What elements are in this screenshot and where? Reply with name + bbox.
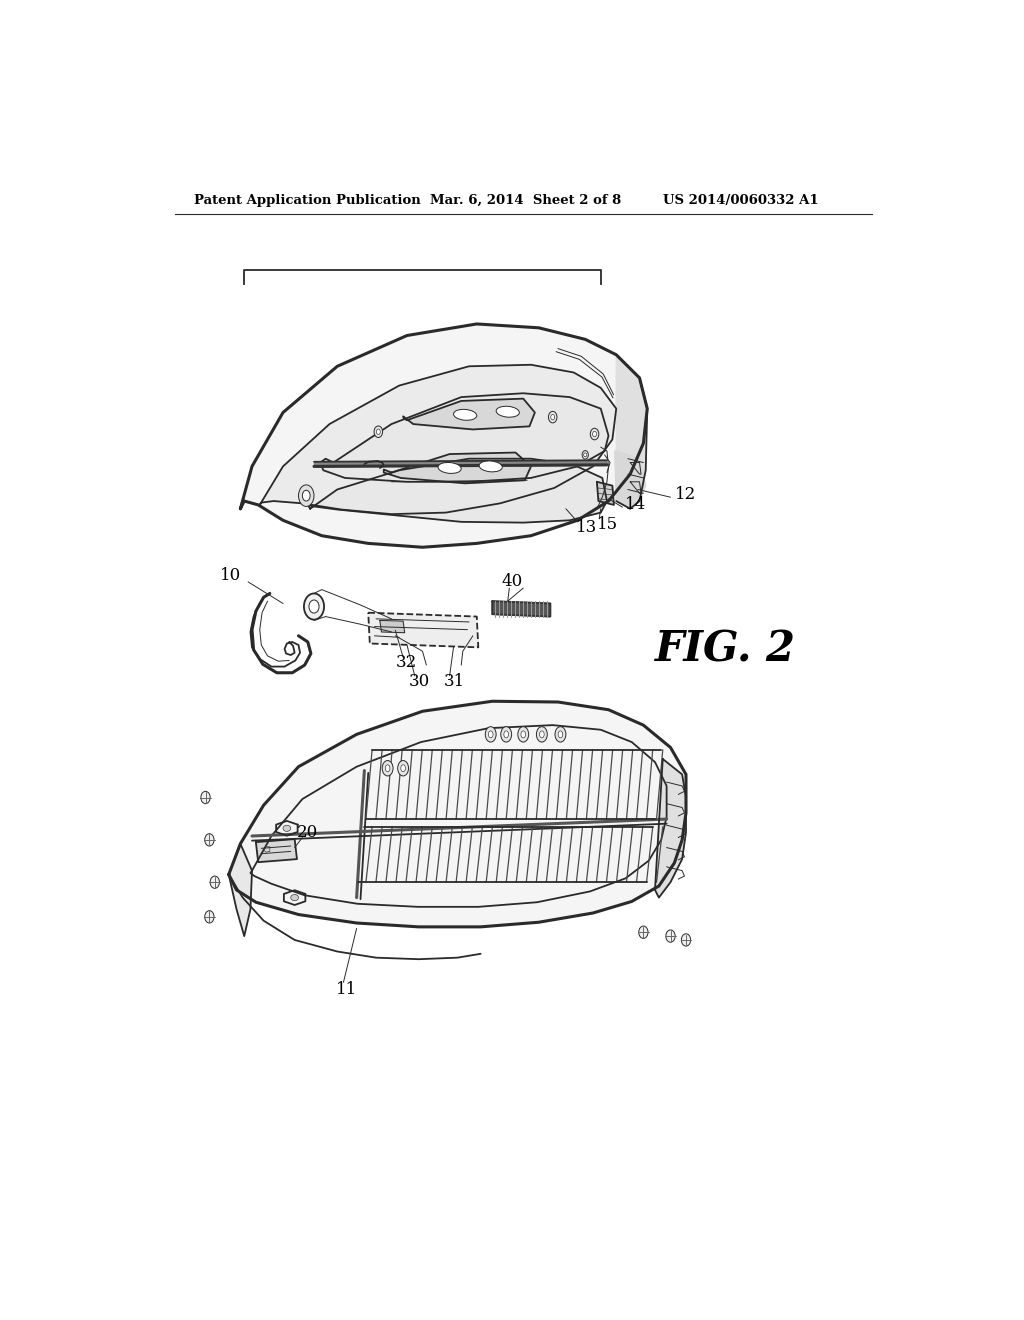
Text: 12: 12 [675, 486, 696, 503]
Text: 20: 20 [297, 824, 318, 841]
Polygon shape [614, 451, 646, 508]
Polygon shape [493, 601, 550, 616]
Text: 32: 32 [395, 655, 417, 672]
Ellipse shape [385, 764, 390, 772]
Ellipse shape [537, 726, 547, 742]
Polygon shape [256, 840, 297, 862]
Text: FIG. 2: FIG. 2 [655, 628, 796, 671]
Polygon shape [597, 482, 614, 506]
Ellipse shape [283, 825, 291, 832]
Text: 40: 40 [502, 573, 523, 590]
Ellipse shape [558, 731, 563, 738]
Ellipse shape [497, 407, 519, 417]
Ellipse shape [639, 927, 648, 939]
Ellipse shape [438, 462, 461, 474]
Ellipse shape [377, 429, 380, 434]
Ellipse shape [593, 432, 597, 437]
Polygon shape [260, 364, 616, 515]
Ellipse shape [666, 929, 675, 942]
Ellipse shape [205, 834, 214, 846]
Text: 13: 13 [575, 520, 597, 536]
Ellipse shape [551, 414, 555, 420]
Ellipse shape [397, 760, 409, 776]
Text: 30: 30 [409, 673, 430, 690]
Ellipse shape [400, 764, 406, 772]
Polygon shape [228, 843, 252, 936]
Ellipse shape [549, 412, 557, 422]
Ellipse shape [518, 726, 528, 742]
Text: 11: 11 [336, 982, 357, 998]
Ellipse shape [485, 726, 496, 742]
Ellipse shape [681, 933, 690, 946]
Polygon shape [655, 759, 686, 898]
Ellipse shape [590, 428, 599, 440]
Polygon shape [380, 620, 404, 632]
Text: 14: 14 [625, 496, 646, 513]
Ellipse shape [555, 726, 566, 742]
Polygon shape [369, 612, 478, 647]
Ellipse shape [584, 453, 587, 457]
Ellipse shape [479, 461, 503, 471]
Ellipse shape [454, 409, 477, 420]
Polygon shape [228, 701, 686, 927]
Polygon shape [241, 323, 647, 548]
Ellipse shape [488, 731, 493, 738]
Ellipse shape [521, 731, 525, 738]
Polygon shape [616, 355, 647, 508]
Ellipse shape [501, 726, 512, 742]
Text: US 2014/0060332 A1: US 2014/0060332 A1 [663, 194, 818, 207]
Ellipse shape [201, 792, 210, 804]
Text: Mar. 6, 2014  Sheet 2 of 8: Mar. 6, 2014 Sheet 2 of 8 [430, 194, 622, 207]
Ellipse shape [504, 731, 509, 738]
Ellipse shape [304, 594, 324, 619]
Text: 15: 15 [597, 516, 618, 533]
Polygon shape [308, 459, 607, 523]
Ellipse shape [540, 731, 544, 738]
Text: Patent Application Publication: Patent Application Publication [194, 194, 421, 207]
Polygon shape [403, 399, 535, 429]
Text: 31: 31 [444, 673, 466, 690]
Ellipse shape [210, 876, 219, 888]
Ellipse shape [382, 760, 393, 776]
Ellipse shape [309, 601, 319, 612]
Polygon shape [321, 393, 608, 482]
Ellipse shape [583, 450, 589, 459]
Ellipse shape [374, 426, 383, 437]
Ellipse shape [205, 911, 214, 923]
Polygon shape [384, 453, 531, 483]
Text: 10: 10 [219, 568, 241, 585]
Ellipse shape [302, 490, 310, 502]
Ellipse shape [291, 895, 299, 900]
Ellipse shape [299, 484, 314, 507]
